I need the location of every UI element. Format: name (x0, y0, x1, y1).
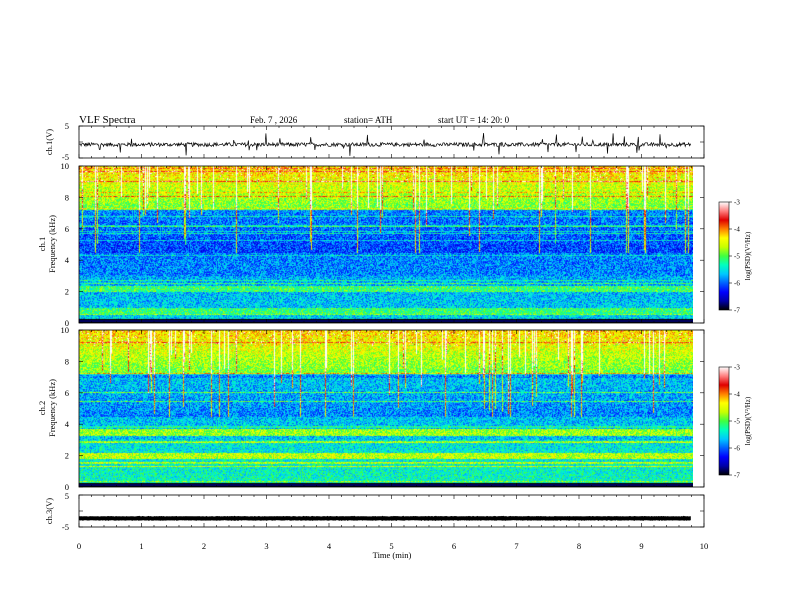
x-tick-label: 6 (452, 541, 456, 551)
x-tick-label: 1 (139, 541, 143, 551)
ch1-waveform-panel: 5 -5 ch.1(V) (44, 121, 705, 162)
start-ut-label: start UT = 14: 20: 0 (438, 115, 510, 125)
y-tick-label: 0 (65, 318, 69, 328)
ch1-ytick-bottom: -5 (62, 152, 69, 162)
y-tick-label: 0 (65, 482, 69, 492)
ch2-ylabel-frequency: Frequency (kHz) (47, 379, 57, 437)
x-tick-label: 3 (264, 541, 268, 551)
ch1-spectrogram-ylabel: ch.1 Frequency (kHz) (37, 215, 57, 273)
x-tick-label: 5 (389, 541, 393, 551)
colorbar-1: -3 -4 -5 -6 -7 log(PSD)(V²/Hz) (718, 199, 752, 315)
x-tick-label: 8 (577, 541, 581, 551)
ch2-spectrogram-panel: 10 8 6 4 2 0 ch.2 Frequency (kHz) (37, 325, 705, 492)
y-tick-label: 6 (65, 224, 69, 234)
colorbar-tick-label: -6 (734, 280, 740, 288)
colorbar-tick-label: -3 (734, 364, 740, 372)
ch1-ytick-top: 5 (65, 121, 69, 131)
date-label: Feb. 7 , 2026 (250, 115, 298, 125)
colorbar-tick-label: -7 (734, 307, 740, 315)
colorbar-1-gradient (718, 201, 730, 311)
ch1-waveform-ylabel: ch.1(V) (44, 129, 54, 155)
x-tick-label: 7 (514, 541, 518, 551)
colorbar-tick-label: -6 (734, 445, 740, 453)
ch1-ylabel-frequency: Frequency (kHz) (47, 215, 57, 273)
ch3-waveform-ylabel: ch.3(V) (44, 498, 54, 524)
colorbar-tick-label: -5 (734, 253, 740, 261)
ch3-waveform-panel: 5 -5 ch.3(V) (44, 491, 705, 532)
ch1-spectrogram-image (79, 166, 693, 323)
colorbar-2-gradient (718, 366, 730, 476)
ch2-spectrogram-ticks (78, 329, 705, 488)
ch2-ylabel-channel: ch.2 (37, 401, 47, 415)
colorbar-2-ticks: -3 -4 -5 -6 -7 (729, 364, 740, 480)
y-tick-label: 8 (65, 192, 69, 202)
x-tick-label: 4 (327, 541, 332, 551)
figure-title: VLF Spectra (79, 114, 136, 126)
x-axis-label: Time (min) (373, 550, 412, 560)
colorbar-tick-label: -3 (734, 199, 740, 207)
ch1-ylabel-channel: ch.1 (37, 237, 47, 251)
colorbar-1-label: log(PSD)(V²/Hz) (744, 231, 752, 280)
y-tick-label: 2 (65, 287, 69, 297)
ch3-waveform-frame (78, 494, 705, 528)
x-tick-label: 2 (202, 541, 206, 551)
colorbar-tick-label: -5 (734, 418, 740, 426)
ch1-spectrogram-yticklabels: 10 8 6 4 2 0 (61, 161, 70, 328)
ch3-waveform-ticks (78, 494, 705, 528)
y-tick-label: 8 (65, 356, 69, 366)
x-tick-label: 0 (77, 541, 81, 551)
x-tick-label: 9 (639, 541, 643, 551)
ch3-waveform-line (79, 515, 691, 521)
y-tick-label: 10 (61, 325, 70, 335)
ch2-spectrogram-image (79, 330, 693, 487)
colorbar-tick-label: -4 (734, 226, 740, 234)
y-tick-label: 4 (65, 419, 70, 429)
x-axis-ticklabels: 0 1 2 3 4 5 6 7 8 9 10 (77, 541, 708, 551)
ch3-ytick-bottom: -5 (62, 522, 69, 532)
colorbar-2: -3 -4 -5 -6 -7 log(PSD)(V²/Hz) (718, 364, 752, 480)
colorbar-1-ticks: -3 -4 -5 -6 -7 (729, 199, 740, 315)
ch2-spectrogram-yticklabels: 10 8 6 4 2 0 (61, 325, 70, 492)
y-tick-label: 2 (65, 451, 69, 461)
colorbar-tick-label: -4 (734, 391, 740, 399)
station-label: station= ATH (344, 115, 393, 125)
y-tick-label: 10 (61, 161, 70, 171)
ch1-spectrogram-panel: 10 8 6 4 2 0 ch.1 Frequency (kHz) (37, 161, 705, 328)
ch1-spectrogram-ticks (78, 165, 705, 324)
x-tick-label: 10 (700, 541, 709, 551)
ch1-waveform-line (78, 132, 692, 156)
ch2-spectrogram-ylabel: ch.2 Frequency (kHz) (37, 379, 57, 437)
ch3-ytick-top: 5 (65, 491, 69, 501)
y-tick-label: 6 (65, 388, 69, 398)
colorbar-tick-label: -7 (734, 472, 740, 480)
colorbar-2-label: log(PSD)(V²/Hz) (744, 396, 752, 445)
ch1-waveform-ticks (78, 125, 705, 159)
ch1-waveform-frame (78, 125, 705, 159)
y-tick-label: 4 (65, 255, 70, 265)
